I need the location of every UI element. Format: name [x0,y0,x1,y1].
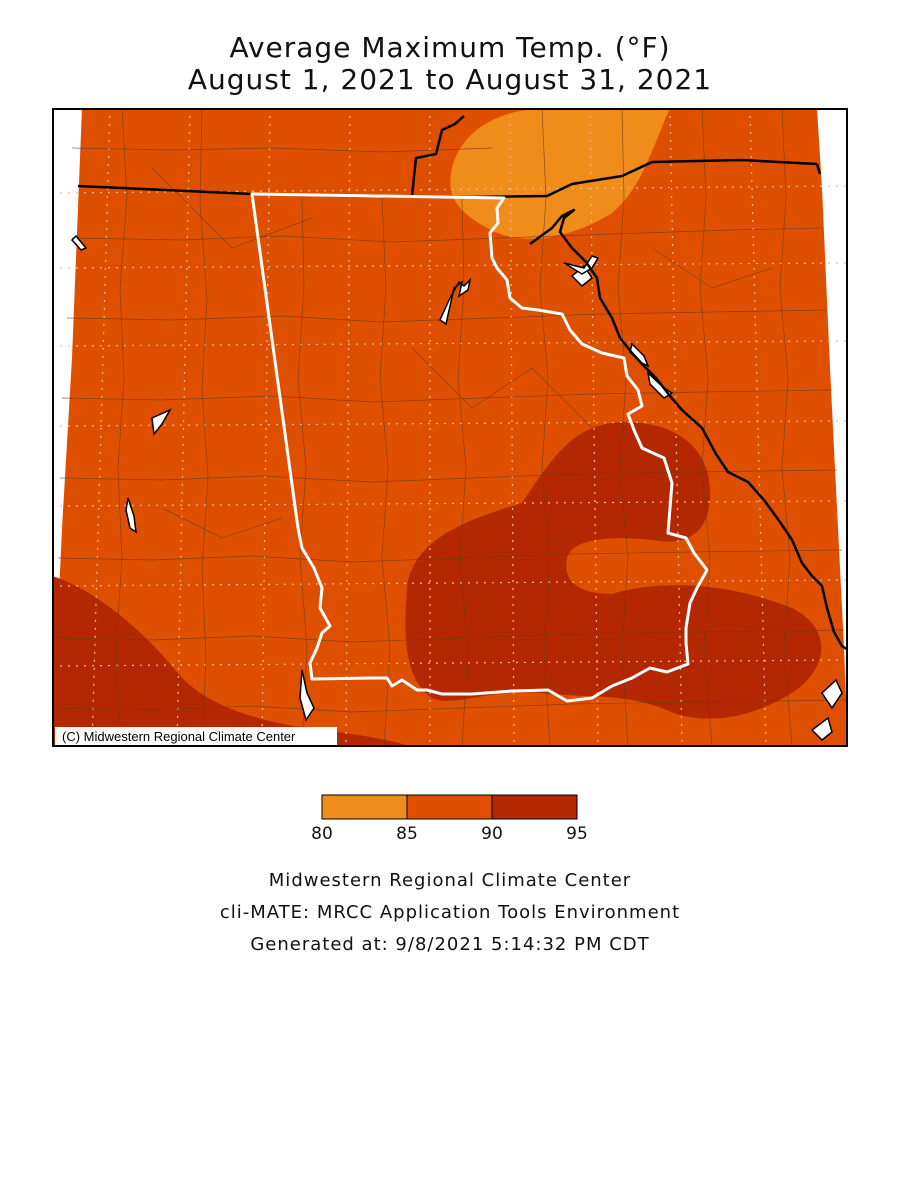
lake-west-1 [70,234,88,251]
region-90-95-southwest [52,576,412,747]
lake-west-3 [125,497,137,534]
eastern-river-boundary [529,208,848,652]
legend-bin-80-85 [321,794,408,820]
copyright-box [55,727,337,745]
legend-tick-label: 95 [566,824,588,844]
lake-central [439,277,472,326]
footer-organization: Midwestern Regional Climate Center [268,870,632,891]
region-80-85 [450,108,670,239]
legend-bin-85-90 [406,794,493,820]
region-90-95-southeast [405,422,822,719]
footer-timestamp: Generated at: 9/8/2021 5:14:32 PM CDT [250,934,650,955]
northwest-boundary [410,115,465,197]
legend: 80 85 90 95 [311,794,588,844]
legend-tick-label: 90 [481,824,503,844]
lake-west-2 [151,408,172,436]
legend-tick-label: 80 [311,824,333,844]
county-boundaries [55,108,848,747]
water-bodies [70,234,843,742]
legend-bin-90-95 [491,794,578,820]
footer-tool: cli-MATE: MRCC Application Tools Environ… [219,902,681,923]
bay-southeast-2 [810,716,833,742]
northeast-boundary [815,163,822,175]
lake-east-1 [563,255,600,275]
map-title: Average Maximum Temp. (°F) [229,31,671,64]
legend-tick-label: 85 [396,824,418,844]
state-outline [250,192,709,703]
copyright-text: (C) Midwestern Regional Climate Center [62,729,296,744]
temperature-map: (C) Midwestern Regional Climate Center [52,108,848,747]
map-date-range: August 1, 2021 to August 31, 2021 [187,63,713,96]
bay-southeast [821,678,843,710]
lake-southwest [299,669,315,722]
